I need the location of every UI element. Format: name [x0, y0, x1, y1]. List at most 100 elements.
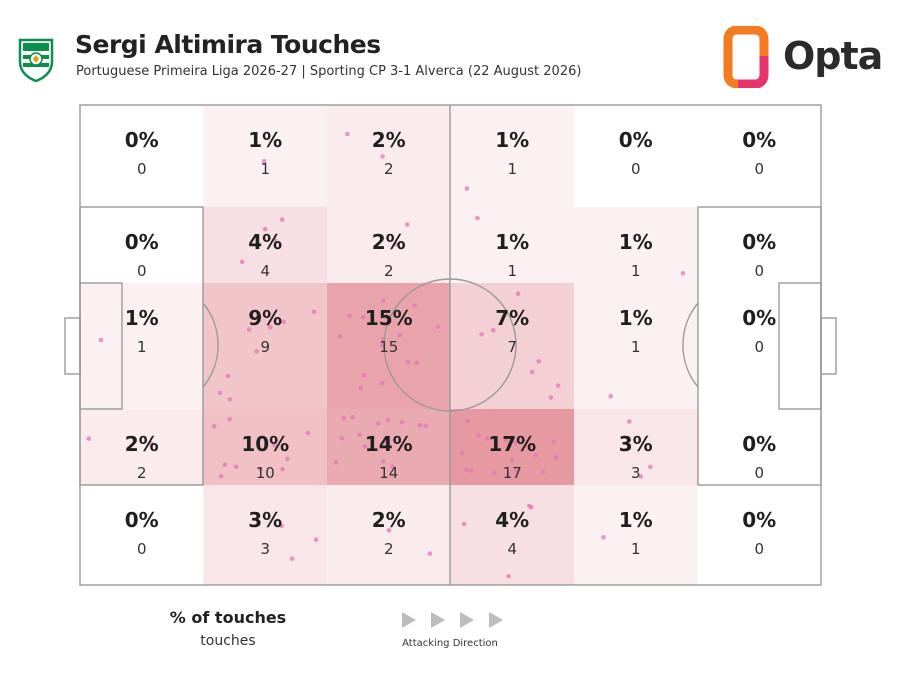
touch-dot	[311, 309, 317, 315]
opta-logo-icon	[723, 26, 769, 88]
cell-percent-label: 0%	[125, 508, 159, 532]
touch-dot	[414, 360, 419, 366]
touch-dot	[268, 325, 273, 330]
touch-dot	[385, 417, 391, 423]
cell-percent-label: 1%	[495, 128, 529, 152]
touch-dot	[548, 395, 554, 400]
heatmap-cell-r5-c6	[698, 485, 822, 585]
heatmap-cell-r3-c2	[203, 283, 327, 409]
cell-count-label: 1	[507, 262, 517, 280]
heatmap-cell-r1-c2	[203, 105, 327, 207]
cell-percent-label: 1%	[125, 306, 159, 330]
heatmap-cell-r5-c2	[203, 485, 327, 585]
cell-percent-label: 7%	[495, 306, 529, 330]
touch-dot	[608, 393, 613, 399]
heatmap-cell-r3-c1	[80, 283, 204, 409]
touch-dot	[476, 432, 481, 438]
touch-dot	[86, 436, 92, 441]
cell-count-label: 10	[256, 464, 275, 482]
cell-percent-label: 1%	[619, 230, 653, 254]
cell-percent-label: 1%	[495, 230, 529, 254]
touch-dot	[404, 222, 410, 227]
touch-dot	[533, 453, 538, 458]
touch-dot	[379, 380, 385, 386]
heatmap-cell-r1-c3	[327, 105, 451, 207]
touch-dot	[233, 464, 239, 470]
touch-dot	[261, 158, 267, 164]
touch-dot	[379, 343, 385, 348]
cell-percent-label: 3%	[619, 432, 653, 456]
touch-dot	[279, 523, 284, 529]
touch-dot	[459, 450, 465, 456]
cell-count-label: 0	[137, 160, 147, 178]
left-goal	[64, 317, 81, 375]
touch-dot	[350, 414, 356, 420]
touch-dot	[280, 466, 285, 472]
touch-dot	[461, 521, 467, 527]
cell-count-label: 2	[384, 262, 394, 280]
cell-percent-label: 2%	[372, 508, 406, 532]
touch-dot	[361, 314, 366, 320]
touch-dot	[503, 437, 509, 442]
cell-count-label: 2	[384, 540, 394, 558]
cell-count-label: 9	[260, 338, 270, 356]
cell-count-label: 0	[754, 262, 764, 280]
right-penalty-arc	[682, 302, 699, 388]
cell-percent-label: 0%	[742, 306, 776, 330]
touch-dot	[515, 291, 521, 297]
touch-dot	[380, 154, 385, 159]
touch-dot	[227, 397, 233, 402]
cell-percent-label: 15%	[365, 306, 413, 330]
touch-dot	[384, 439, 389, 445]
heatmap-cell-r1-c4	[450, 105, 574, 207]
touch-dot	[361, 373, 367, 378]
touch-dot	[392, 241, 398, 247]
cell-percent-label: 3%	[248, 508, 282, 532]
touch-dot	[345, 131, 350, 137]
cell-count-label: 0	[137, 540, 147, 558]
touch-dot	[347, 313, 352, 318]
touch-dot	[148, 441, 154, 446]
cell-count-label: 2	[384, 160, 394, 178]
cell-percent-label: 2%	[125, 432, 159, 456]
touch-dot	[239, 259, 245, 265]
touch-dot	[464, 186, 470, 191]
cell-percent-label: 17%	[488, 432, 536, 456]
touch-dot	[357, 432, 363, 438]
cell-count-label: 0	[754, 464, 764, 482]
cell-percent-label: 0%	[619, 128, 653, 152]
touch-dot	[555, 383, 561, 388]
touch-dot	[529, 369, 535, 375]
heatmap-cell-r5-c5	[574, 485, 698, 585]
touch-dot	[227, 416, 232, 422]
touch-dot	[475, 215, 480, 221]
touch-dot	[225, 373, 231, 379]
heatmap-cell-r2-c3	[327, 207, 451, 283]
cell-count-label: 0	[754, 540, 764, 558]
cell-percent-label: 2%	[372, 230, 406, 254]
cell-count-label: 1	[631, 338, 641, 356]
left-penalty-arc	[202, 302, 219, 388]
cell-percent-label: 1%	[248, 128, 282, 152]
touch-dot	[313, 537, 319, 542]
touch-dot	[540, 469, 546, 475]
cell-count-label: 0	[137, 262, 147, 280]
touch-dot	[527, 444, 532, 450]
cell-percent-label: 0%	[125, 128, 159, 152]
touch-dot	[680, 270, 686, 276]
touch-dot	[362, 444, 368, 449]
cell-percent-label: 0%	[742, 432, 776, 456]
touch-dot	[529, 504, 534, 510]
touch-dot	[381, 459, 386, 464]
cell-count-label: 0	[754, 160, 764, 178]
heatmap-cell-r4-c2	[203, 409, 327, 485]
cell-count-label: 0	[754, 338, 764, 356]
club-crest-icon	[18, 38, 54, 82]
cell-count-label: 1	[631, 262, 641, 280]
touch-dot	[485, 436, 490, 441]
touch-dot	[262, 226, 268, 232]
cell-count-label: 1	[137, 338, 147, 356]
touch-dot	[339, 436, 345, 441]
touch-dot	[257, 314, 262, 319]
